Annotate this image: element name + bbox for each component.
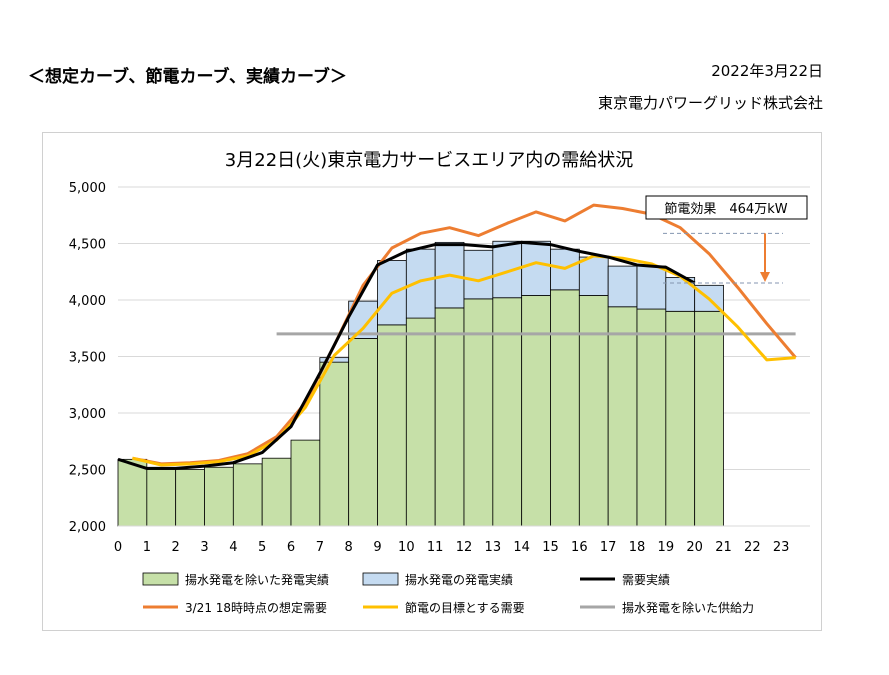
- bar-generation: [405, 317, 436, 527]
- saving-callout: 節電効果 464万kW: [645, 195, 808, 284]
- bar-generation: [117, 458, 148, 527]
- bar-pumped-storage: [492, 240, 523, 299]
- bar-generation: [665, 310, 696, 527]
- legend-item: 3/21 18時時点の想定需要: [143, 600, 327, 615]
- x-tick-label: 19: [658, 540, 675, 555]
- bar-generation: [578, 295, 609, 527]
- y-tick-label: 3,500: [69, 351, 106, 366]
- x-tick-label: 1: [143, 540, 151, 555]
- legend-label: 節電の目標とする需要: [405, 600, 525, 615]
- x-tick-label: 16: [571, 540, 588, 555]
- x-tick-label: 23: [773, 540, 790, 555]
- bar-pumped-storage: [434, 241, 465, 309]
- x-tick-label: 21: [715, 540, 732, 555]
- x-tick-label: 3: [200, 540, 208, 555]
- bar-generation: [550, 289, 580, 527]
- document-heading: ＜想定カーブ、節電カーブ、実績カーブ＞: [28, 67, 347, 87]
- x-tick-label: 9: [373, 540, 381, 555]
- bar-pumped-storage: [636, 265, 667, 310]
- bar-generation: [290, 439, 321, 527]
- legend-label: 揚水発電を除いた供給力: [622, 600, 754, 615]
- supply-demand-chart: 3月22日(火)東京電力サービスエリア内の需給状況 2,000 2,500 3,00…: [69, 150, 810, 615]
- bar-pumped-storage: [578, 256, 609, 296]
- bar-generation: [492, 297, 523, 527]
- legend-item: 揚水発電を除いた供給力: [580, 600, 754, 615]
- x-tick-label: 14: [513, 540, 530, 555]
- legend-label: 3/21 18時時点の想定需要: [185, 600, 327, 615]
- bar-generation: [694, 310, 724, 527]
- legend-item: 節電の目標とする需要: [363, 600, 525, 615]
- bar-generation: [434, 307, 465, 527]
- bars: [117, 240, 724, 527]
- line-assumed-demand: [132, 203, 797, 466]
- x-tick-label: 20: [686, 540, 703, 555]
- x-tick-label: 8: [345, 540, 353, 555]
- x-tick-label: 11: [427, 540, 444, 555]
- legend-label: 需要実績: [622, 572, 670, 587]
- chart-title: 3月22日(火)東京電力サービスエリア内の需給状況: [225, 150, 633, 171]
- legend-label: 揚水発電の発電実績: [405, 572, 513, 587]
- chart-frame: 3月22日(火)東京電力サービスエリア内の需給状況 2,000 2,500 3,00…: [42, 132, 822, 631]
- callout-box: [645, 195, 808, 220]
- y-tick-label: 5,000: [69, 181, 106, 196]
- series-lines: [117, 203, 797, 470]
- x-tick-label: 13: [485, 540, 502, 555]
- bar-generation: [232, 463, 263, 527]
- y-tick-label: 4,500: [69, 238, 106, 253]
- document-date: 2022年3月22日: [711, 62, 823, 80]
- bar-pumped-storage: [521, 240, 551, 296]
- x-tick-label: 2: [172, 540, 180, 555]
- bar-generation: [607, 306, 638, 527]
- bar-generation: [146, 469, 177, 527]
- x-tick-label: 6: [287, 540, 295, 555]
- legend-swatch: [142, 572, 179, 586]
- bar-generation: [175, 469, 205, 527]
- legend-label: 揚水発電を除いた発電実績: [185, 572, 329, 587]
- x-tick-label: 5: [258, 540, 266, 555]
- x-tick-label: 15: [542, 540, 559, 555]
- callout-arrow-head: [760, 272, 770, 283]
- legend-swatch: [362, 572, 399, 586]
- x-tick-label: 0: [114, 540, 122, 555]
- legend: 揚水発電を除いた発電実績 揚水発電の発電実績 需要実績 3/21 18時時点の想定需要…: [142, 572, 754, 615]
- x-tick-label: 4: [229, 540, 237, 555]
- y-tick-label: 2,000: [69, 520, 106, 535]
- legend-item: 需要実績: [580, 572, 670, 587]
- y-tick-label: 3,000: [69, 407, 106, 422]
- bar-generation: [377, 324, 407, 527]
- line-actual-demand: [117, 240, 696, 470]
- x-tick-label: 22: [744, 540, 761, 555]
- bar-generation: [261, 457, 292, 527]
- bar-pumped-storage: [463, 249, 494, 300]
- bar-generation: [319, 361, 350, 527]
- y-tick-label: 4,000: [69, 294, 106, 309]
- organization-name: 東京電力パワーグリッド株式会社: [597, 94, 823, 112]
- bar-generation: [348, 338, 378, 527]
- x-tick-label: 7: [316, 540, 324, 555]
- x-tick-label: 18: [629, 540, 646, 555]
- legend-item: 揚水発電の発電実績: [362, 572, 513, 587]
- line-target-demand: [132, 254, 796, 467]
- x-tick-label: 10: [398, 540, 415, 555]
- bar-generation: [521, 295, 551, 527]
- y-tick-label: 2,500: [69, 464, 106, 479]
- callout-label: 節電効果 464万kW: [664, 202, 787, 217]
- bar-pumped-storage: [607, 265, 638, 308]
- bar-generation: [636, 308, 667, 527]
- x-tick-label: 12: [456, 540, 473, 555]
- legend-item: 揚水発電を除いた発電実績: [142, 572, 329, 587]
- bar-generation: [204, 466, 234, 527]
- x-tick-label: 17: [600, 540, 617, 555]
